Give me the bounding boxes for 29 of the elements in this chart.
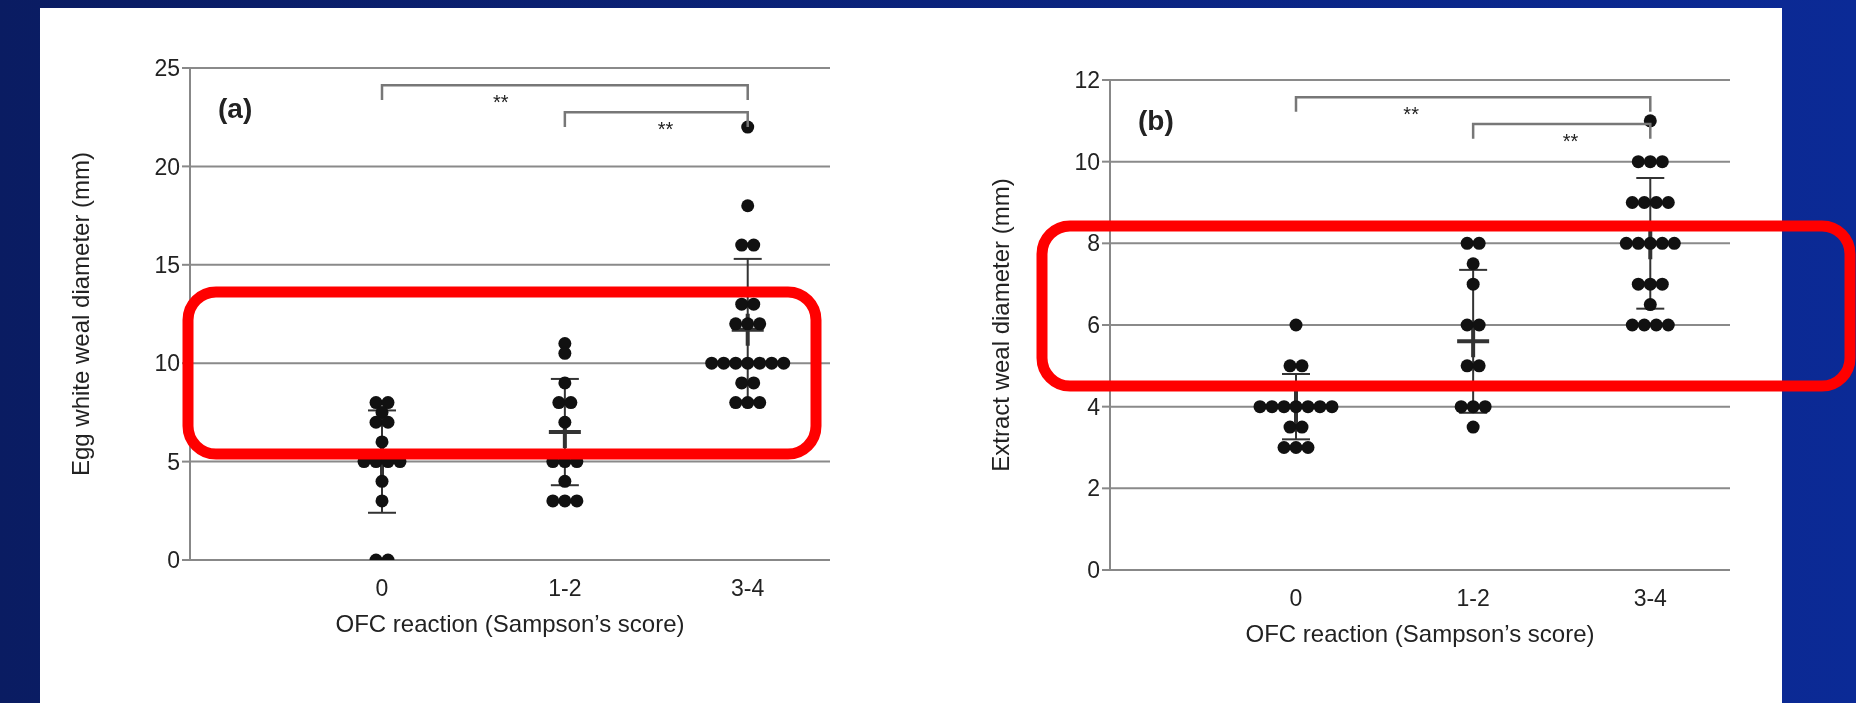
- annotation: (b): [1138, 105, 1174, 136]
- y-tick-label: 4: [1087, 393, 1101, 420]
- x-tick-label: 3-4: [731, 575, 765, 602]
- x-tick-label: 1-2: [548, 575, 582, 602]
- x-tick-label: 1-2: [1456, 585, 1490, 612]
- y-tick-label: 0: [167, 547, 180, 574]
- y-tick-label: 20: [154, 153, 180, 180]
- y-tick-label: 12: [1074, 67, 1100, 94]
- y-tick-label: 5: [167, 448, 180, 475]
- x-tick-label: 3-4: [1633, 585, 1668, 612]
- y-tick-label: 2: [1087, 475, 1100, 502]
- annotation: (a): [218, 93, 253, 124]
- x-axis-title: OFC reaction (Sampson’s score): [1245, 620, 1595, 647]
- y-tick-label: 10: [154, 350, 180, 377]
- y-tick-label: 0: [1087, 557, 1100, 584]
- y-tick-label: 6: [1087, 312, 1100, 339]
- x-axis-title: OFC reaction (Sampson’s score): [335, 610, 685, 637]
- y-axis-title: Egg white weal diameter (mm): [66, 151, 94, 477]
- y-tick-label: 10: [1074, 148, 1100, 175]
- x-tick-label: 0: [1289, 585, 1303, 612]
- x-tick-label: 0: [375, 575, 389, 602]
- y-tick-label: 25: [154, 55, 180, 82]
- y-axis-title: Extract weal diameter (mm): [986, 178, 1014, 472]
- annotation: **: [1403, 103, 1420, 126]
- y-tick-label: 15: [154, 251, 180, 278]
- annotation: **: [657, 118, 674, 141]
- annotation: **: [493, 91, 509, 114]
- annotation: **: [1562, 130, 1579, 153]
- y-tick-label: 8: [1087, 230, 1100, 257]
